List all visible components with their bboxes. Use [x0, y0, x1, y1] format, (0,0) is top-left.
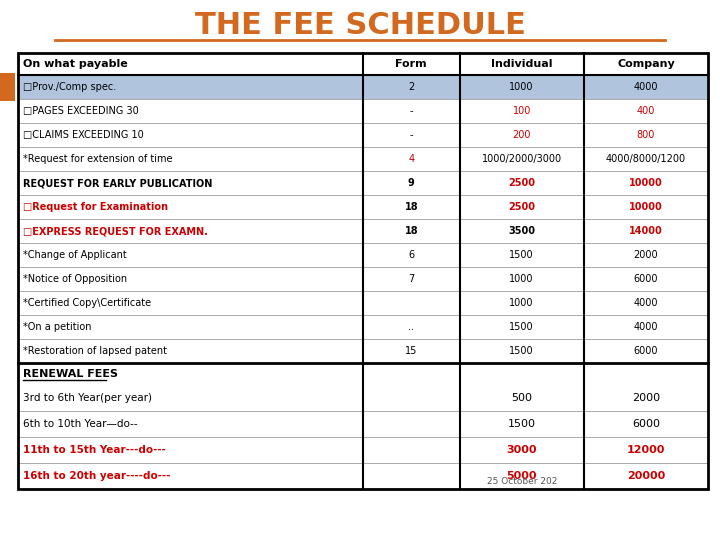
- Text: 7: 7: [408, 274, 415, 284]
- Text: Individual: Individual: [491, 59, 552, 69]
- Text: *Certified Copy\Certificate: *Certified Copy\Certificate: [23, 298, 151, 308]
- Text: 4000: 4000: [634, 82, 658, 92]
- Text: □PAGES EXCEEDING 30: □PAGES EXCEEDING 30: [23, 106, 139, 116]
- Text: 200: 200: [513, 130, 531, 140]
- Text: REQUEST FOR EARLY PUBLICATION: REQUEST FOR EARLY PUBLICATION: [23, 178, 212, 188]
- Text: 11th to 15th Year---do---: 11th to 15th Year---do---: [23, 445, 166, 455]
- Text: 15: 15: [405, 346, 418, 356]
- Text: □Prov./Comp spec.: □Prov./Comp spec.: [23, 82, 116, 92]
- Text: 12000: 12000: [626, 445, 665, 455]
- Bar: [0, 73, 15, 101]
- Text: Company: Company: [617, 59, 675, 69]
- Text: 2: 2: [408, 82, 415, 92]
- Text: 2500: 2500: [508, 178, 535, 188]
- Text: 500: 500: [511, 393, 532, 403]
- Bar: [18, 53, 708, 489]
- Text: 14000: 14000: [629, 226, 663, 236]
- Text: 3000: 3000: [506, 445, 537, 455]
- Text: 6000: 6000: [634, 274, 658, 284]
- Text: ..: ..: [408, 322, 414, 332]
- Text: 6th to 10th Year—do--: 6th to 10th Year—do--: [23, 419, 138, 429]
- Text: 1500: 1500: [509, 346, 534, 356]
- Text: RENEWAL FEES: RENEWAL FEES: [23, 369, 118, 379]
- Text: THE FEE SCHEDULE: THE FEE SCHEDULE: [194, 10, 526, 39]
- Text: 4000/8000/1200: 4000/8000/1200: [606, 154, 686, 164]
- Text: 1000: 1000: [510, 82, 534, 92]
- Text: -: -: [410, 106, 413, 116]
- Text: 1500: 1500: [509, 250, 534, 260]
- Text: *Notice of Opposition: *Notice of Opposition: [23, 274, 127, 284]
- Text: -: -: [410, 130, 413, 140]
- Text: 2000: 2000: [634, 250, 658, 260]
- Text: 4: 4: [408, 154, 415, 164]
- Text: 3500: 3500: [508, 226, 535, 236]
- Text: 1000: 1000: [510, 274, 534, 284]
- Text: 4000: 4000: [634, 298, 658, 308]
- Text: 25 October 202: 25 October 202: [487, 476, 557, 485]
- Text: 1500: 1500: [509, 322, 534, 332]
- Text: 6000: 6000: [634, 346, 658, 356]
- Text: 10000: 10000: [629, 202, 663, 212]
- Bar: [19, 75, 707, 99]
- Text: 3rd to 6th Year(per year): 3rd to 6th Year(per year): [23, 393, 152, 403]
- Text: Form: Form: [395, 59, 427, 69]
- Text: 2000: 2000: [632, 393, 660, 403]
- Text: 5000: 5000: [506, 471, 537, 481]
- Text: □EXPRESS REQUEST FOR EXAMN.: □EXPRESS REQUEST FOR EXAMN.: [23, 226, 208, 236]
- Text: 9: 9: [408, 178, 415, 188]
- Text: 18: 18: [405, 226, 418, 236]
- Text: 6: 6: [408, 250, 415, 260]
- Text: *Change of Applicant: *Change of Applicant: [23, 250, 127, 260]
- Text: 1000: 1000: [510, 298, 534, 308]
- Text: 1000/2000/3000: 1000/2000/3000: [482, 154, 562, 164]
- Text: 10000: 10000: [629, 178, 663, 188]
- Text: 1500: 1500: [508, 419, 536, 429]
- Text: *On a petition: *On a petition: [23, 322, 91, 332]
- Text: 100: 100: [513, 106, 531, 116]
- Text: 16th to 20th year----do---: 16th to 20th year----do---: [23, 471, 171, 481]
- Text: 18: 18: [405, 202, 418, 212]
- Text: On what payable: On what payable: [23, 59, 127, 69]
- Text: 800: 800: [636, 130, 655, 140]
- Text: *Request for extension of time: *Request for extension of time: [23, 154, 173, 164]
- Text: 4000: 4000: [634, 322, 658, 332]
- Text: 20000: 20000: [627, 471, 665, 481]
- Text: □CLAIMS EXCEEDING 10: □CLAIMS EXCEEDING 10: [23, 130, 144, 140]
- Text: □Request for Examination: □Request for Examination: [23, 202, 168, 212]
- Text: 2500: 2500: [508, 202, 535, 212]
- Text: *Restoration of lapsed patent: *Restoration of lapsed patent: [23, 346, 167, 356]
- Text: 400: 400: [636, 106, 655, 116]
- Text: 6000: 6000: [632, 419, 660, 429]
